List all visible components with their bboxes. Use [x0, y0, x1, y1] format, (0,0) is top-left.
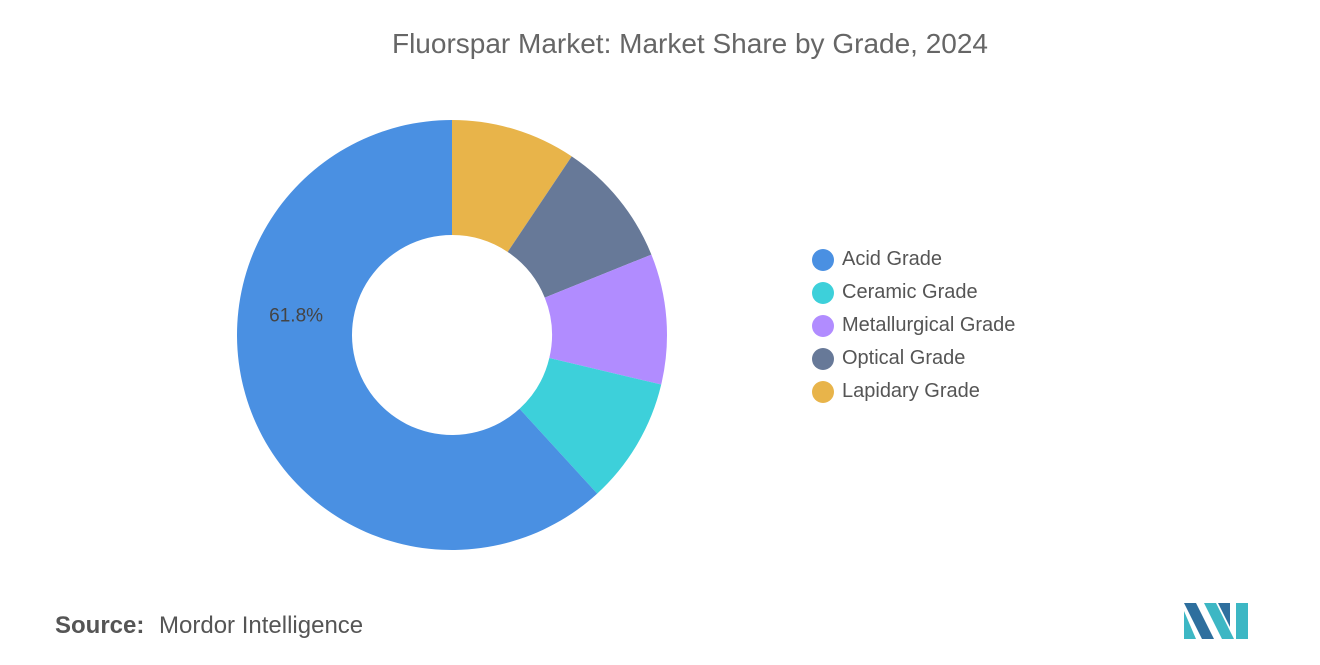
legend-label: Metallurgical Grade	[842, 314, 1016, 336]
legend-label: Acid Grade	[842, 248, 943, 270]
legend-swatch	[812, 281, 834, 304]
donut-slice-ceramic-grade	[519, 358, 662, 494]
legend-label: Optical Grade	[842, 347, 966, 369]
legend-swatch	[812, 380, 834, 403]
legend-item-metallurgical-grade: Metallurgical Grade	[812, 309, 1015, 342]
donut-slice-lapidary-grade	[452, 120, 572, 252]
legend-item-acid-grade: Acid Grade	[812, 243, 1015, 276]
data-label-acid-grade: 61.8%	[269, 305, 323, 326]
donut-data-labels: 61.8%	[269, 305, 323, 326]
legend-label: Lapidary Grade	[842, 380, 980, 402]
legend-swatch	[812, 248, 834, 271]
source-note: Source: Mordor Intelligence	[55, 612, 363, 640]
legend-item-ceramic-grade: Ceramic Grade	[812, 276, 1015, 309]
legend-label: Ceramic Grade	[842, 281, 978, 303]
source-label: Source:	[55, 612, 145, 639]
donut-slices	[236, 120, 667, 550]
donut-slice-acid-grade	[236, 120, 598, 550]
legend-swatch	[812, 347, 834, 370]
chart-title: Fluorspar Market: Market Share by Grade,…	[391, 28, 989, 59]
source-value: Mordor Intelligence	[159, 612, 364, 639]
donut-slice-metallurgical-grade	[544, 254, 667, 385]
legend-item-lapidary-grade: Lapidary Grade	[812, 375, 1015, 408]
legend-swatch	[812, 314, 834, 337]
mordor-intelligence-logo-icon	[1184, 603, 1248, 639]
chart-legend: Acid Grade Ceramic Grade Metallurgical G…	[812, 243, 1015, 408]
legend-item-optical-grade: Optical Grade	[812, 342, 1015, 375]
donut-slice-optical-grade	[507, 156, 652, 298]
